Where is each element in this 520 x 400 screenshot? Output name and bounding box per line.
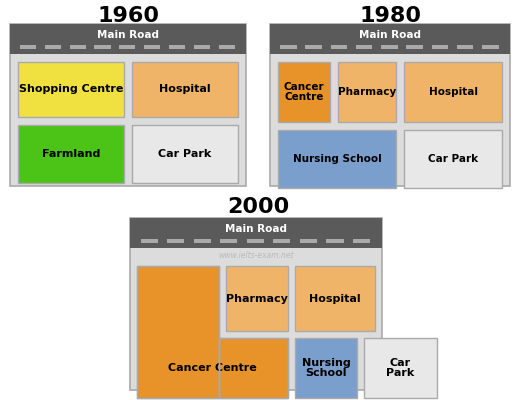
Text: Car: Car (390, 358, 411, 368)
Bar (300, 238, 317, 242)
Bar (432, 44, 448, 48)
Bar (219, 338, 288, 398)
Text: Centre: Centre (284, 92, 323, 102)
Text: Main Road: Main Road (97, 30, 159, 40)
Text: Hospital: Hospital (309, 294, 361, 304)
Text: 1980: 1980 (359, 6, 421, 26)
Bar (144, 44, 160, 48)
Bar (482, 44, 499, 48)
Bar (18, 62, 124, 117)
Text: Pharmacy: Pharmacy (226, 294, 288, 304)
Bar (95, 44, 111, 48)
Bar (246, 238, 264, 242)
Text: Main Road: Main Road (225, 224, 287, 234)
Bar (119, 44, 135, 48)
Text: Farmland: Farmland (42, 149, 100, 159)
Bar (338, 62, 396, 122)
Bar (194, 44, 210, 48)
Bar (169, 44, 185, 48)
Text: Nursing: Nursing (302, 358, 350, 368)
Bar (226, 266, 288, 331)
Bar (407, 44, 423, 48)
Bar (10, 24, 246, 186)
Text: Car Park: Car Park (428, 154, 478, 164)
Text: School: School (305, 368, 347, 378)
Bar (278, 62, 330, 122)
Bar (220, 238, 238, 242)
Bar (137, 266, 219, 398)
Bar (219, 44, 235, 48)
Bar (70, 44, 86, 48)
Text: Cancer: Cancer (284, 82, 324, 92)
Bar (364, 338, 437, 398)
Bar (457, 44, 473, 48)
Text: Main Road: Main Road (359, 30, 421, 40)
Bar (20, 44, 36, 48)
Text: Nursing School: Nursing School (293, 154, 381, 164)
Bar (280, 44, 296, 48)
Text: Car Park: Car Park (159, 149, 212, 159)
Bar (137, 266, 219, 398)
Bar (219, 338, 288, 398)
Bar (167, 238, 185, 242)
Bar (326, 238, 344, 242)
Bar (10, 24, 246, 54)
Bar (305, 44, 322, 48)
Text: www.ielts-exam.net: www.ielts-exam.net (218, 252, 294, 260)
Text: Cancer Centre: Cancer Centre (168, 363, 257, 373)
Text: 1960: 1960 (97, 6, 159, 26)
Bar (193, 238, 211, 242)
Text: Hospital: Hospital (428, 87, 477, 97)
Bar (353, 238, 370, 242)
Bar (270, 24, 510, 54)
Text: Pharmacy: Pharmacy (338, 87, 396, 97)
Text: Shopping Centre: Shopping Centre (19, 84, 123, 94)
Bar (45, 44, 61, 48)
Bar (278, 130, 396, 188)
Bar (404, 130, 502, 188)
Bar (130, 218, 382, 390)
Bar (18, 125, 124, 183)
Text: 2000: 2000 (227, 197, 289, 217)
Bar (270, 24, 510, 186)
Bar (132, 62, 238, 117)
Bar (140, 238, 158, 242)
Bar (130, 218, 382, 248)
Bar (295, 266, 375, 331)
Bar (404, 62, 502, 122)
Text: Hospital: Hospital (159, 84, 211, 94)
Bar (273, 238, 291, 242)
Bar (331, 44, 347, 48)
Bar (381, 44, 398, 48)
Bar (295, 338, 357, 398)
Bar (356, 44, 372, 48)
Bar (132, 125, 238, 183)
Text: Park: Park (386, 368, 414, 378)
